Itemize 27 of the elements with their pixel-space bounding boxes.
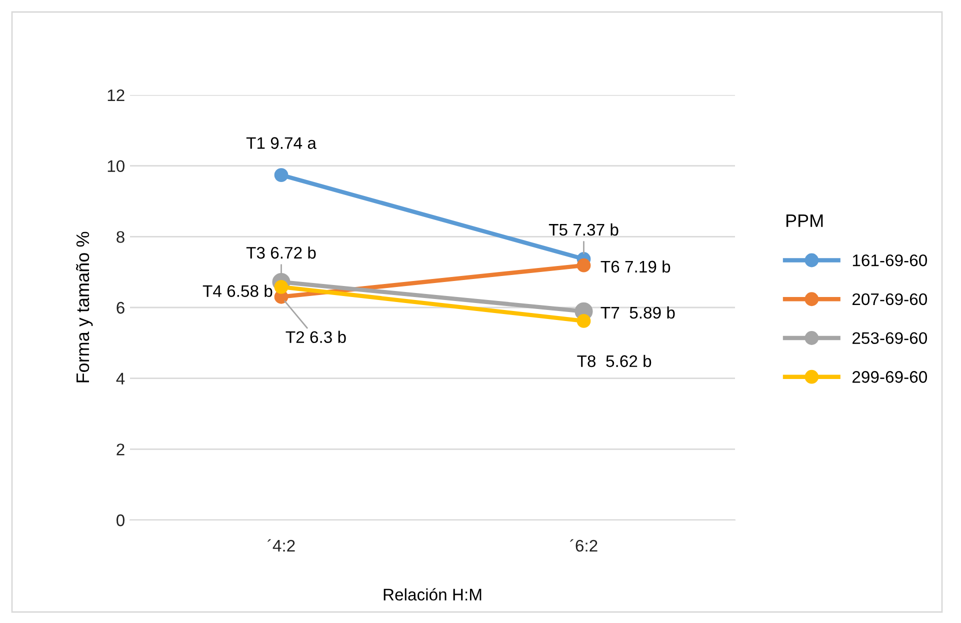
y-tick-label: 10 [108, 160, 124, 172]
annotation: T3 6.72 b [246, 246, 316, 259]
annotation: T1 9.74 a [246, 137, 316, 149]
point [576, 258, 591, 272]
legend-label: 253-69-60 [852, 332, 927, 344]
x-axis-title: Relación H:M [384, 588, 482, 601]
legend-label: 207-69-60 [852, 293, 927, 306]
annotation: T4 6.58 b [202, 284, 272, 297]
y-axis-title: Forma y tamaño % [76, 232, 93, 382]
legend-title: PPM [786, 214, 823, 227]
y-tick-label: 6 [116, 302, 124, 314]
legend-label: 161-69-60 [852, 254, 927, 266]
y-tick-label: 0 [116, 514, 124, 526]
annotation: T7 5.89 b [600, 306, 675, 319]
annotation: T8 5.62 b [577, 354, 652, 368]
y-tick-label: 4 [116, 372, 125, 384]
x-tick-label: ´4:2 [267, 539, 295, 552]
annotation: T5 7.37 b [548, 223, 618, 236]
x-tick-label: ´6:2 [570, 539, 598, 552]
legend-label: 299-69-60 [852, 371, 927, 383]
y-tick-label: 12 [108, 89, 124, 102]
annotation: T6 7.19 b [600, 260, 670, 273]
y-tick-label: 8 [116, 231, 124, 243]
y-tick-label: 2 [116, 444, 124, 456]
annotation: T2 6.3 b [286, 330, 346, 344]
point [576, 314, 591, 328]
point [274, 168, 288, 182]
